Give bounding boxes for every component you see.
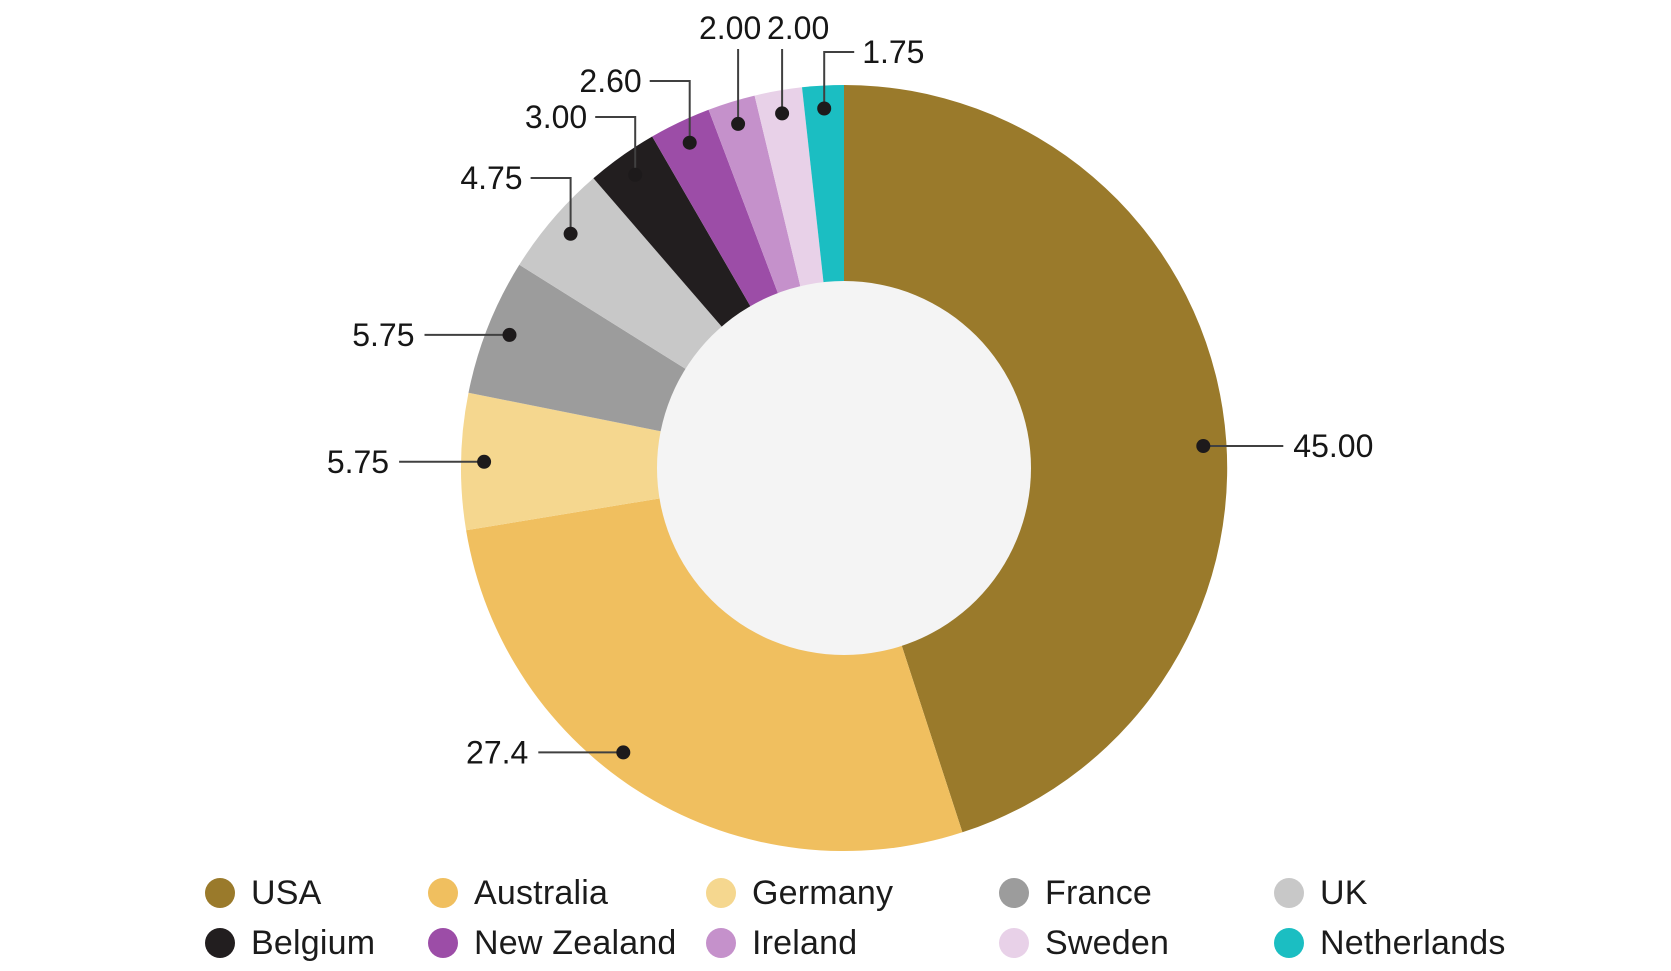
legend-item-new-zealand: New Zealand <box>428 922 706 964</box>
donut-hole <box>657 281 1031 655</box>
leader-dot-new-zealand <box>682 135 697 150</box>
leader-dot-belgium <box>628 167 643 182</box>
legend-item-france: France <box>999 872 1274 914</box>
leader-line-uk <box>530 177 572 234</box>
pie-slice-germany <box>461 392 844 531</box>
leader-dot-sweden <box>775 106 790 121</box>
legend-color-dot-germany <box>706 878 736 908</box>
pie-slice-usa <box>844 84 1228 833</box>
slice-value-label-sweden: 2.00 <box>767 10 829 46</box>
slice-value-label-ireland: 2.00 <box>699 10 761 46</box>
leader-line-netherlands <box>823 51 855 109</box>
legend-item-ireland: Ireland <box>706 922 999 964</box>
legend-color-dot-ireland <box>706 928 736 958</box>
chart-legend: USA Australia Germany France UK Belgium New Ze… <box>205 872 1604 964</box>
legend-color-dot-new-zealand <box>428 928 458 958</box>
leader-dot-france <box>502 327 517 342</box>
legend-label-germany: Germany <box>752 873 894 912</box>
slice-value-label-netherlands: 1.75 <box>862 34 924 70</box>
legend-label-netherlands: Netherlands <box>1320 923 1506 962</box>
legend-item-sweden: Sweden <box>999 922 1274 964</box>
leader-dot-netherlands <box>817 101 832 116</box>
legend-item-australia: Australia <box>428 872 706 914</box>
legend-color-dot-usa <box>205 878 235 908</box>
slice-value-label-uk: 4.75 <box>460 160 522 196</box>
legend-item-netherlands: Netherlands <box>1274 922 1604 964</box>
legend-color-dot-uk <box>1274 878 1304 908</box>
slice-value-label-france: 5.75 <box>352 317 414 353</box>
legend-label-ireland: Ireland <box>752 923 858 962</box>
legend-label-france: France <box>1045 873 1153 912</box>
legend-color-dot-sweden <box>999 928 1029 958</box>
legend-item-belgium: Belgium <box>205 922 428 964</box>
legend-label-sweden: Sweden <box>1045 923 1170 962</box>
leader-dot-ireland <box>731 116 746 131</box>
leader-dot-uk <box>563 226 578 241</box>
legend-item-uk: UK <box>1274 872 1604 914</box>
leader-dot-australia <box>616 745 631 760</box>
slice-value-label-new-zealand: 2.60 <box>579 63 641 99</box>
legend-label-australia: Australia <box>474 873 609 912</box>
legend-color-dot-australia <box>428 878 458 908</box>
legend-label-belgium: Belgium <box>251 923 376 962</box>
leader-dot-germany <box>477 454 492 469</box>
slice-value-label-belgium: 3.00 <box>525 99 587 135</box>
slice-value-label-australia: 27.4 <box>466 734 528 770</box>
legend-item-usa: USA <box>205 872 428 914</box>
leader-line-belgium <box>595 116 637 175</box>
legend-label-uk: UK <box>1320 873 1368 912</box>
legend-color-dot-belgium <box>205 928 235 958</box>
legend-label-usa: USA <box>251 873 322 912</box>
slice-value-label-usa: 45.00 <box>1293 428 1373 464</box>
legend-color-dot-netherlands <box>1274 928 1304 958</box>
legend-color-dot-france <box>999 878 1029 908</box>
legend-item-germany: Germany <box>706 872 999 914</box>
legend-label-new-zealand: New Zealand <box>474 923 677 962</box>
leader-dot-usa <box>1196 439 1211 453</box>
leader-line-new-zealand <box>649 80 691 143</box>
slice-value-label-germany: 5.75 <box>327 444 389 480</box>
